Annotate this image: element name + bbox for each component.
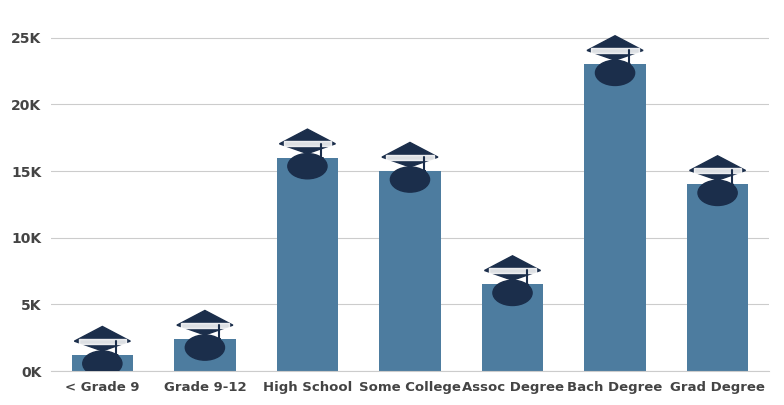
Bar (71, 355, 133, 371)
Ellipse shape (83, 351, 122, 376)
Bar (481, 284, 543, 371)
Bar (687, 184, 749, 371)
Bar (174, 339, 236, 371)
Ellipse shape (493, 280, 532, 305)
Polygon shape (279, 129, 336, 153)
Polygon shape (690, 156, 746, 180)
Ellipse shape (595, 60, 634, 85)
Bar (379, 171, 441, 371)
Ellipse shape (698, 180, 737, 205)
Bar (277, 158, 338, 371)
Polygon shape (78, 339, 126, 343)
Ellipse shape (185, 335, 224, 360)
Ellipse shape (288, 153, 327, 179)
Bar (584, 64, 646, 371)
Polygon shape (387, 155, 434, 160)
Polygon shape (382, 143, 438, 167)
Polygon shape (177, 311, 233, 335)
Polygon shape (694, 168, 742, 173)
Polygon shape (587, 36, 643, 60)
Polygon shape (591, 48, 639, 53)
Polygon shape (485, 256, 540, 280)
Polygon shape (181, 323, 229, 328)
Ellipse shape (390, 167, 430, 192)
Polygon shape (284, 141, 331, 146)
Polygon shape (488, 268, 536, 273)
Polygon shape (74, 326, 130, 351)
